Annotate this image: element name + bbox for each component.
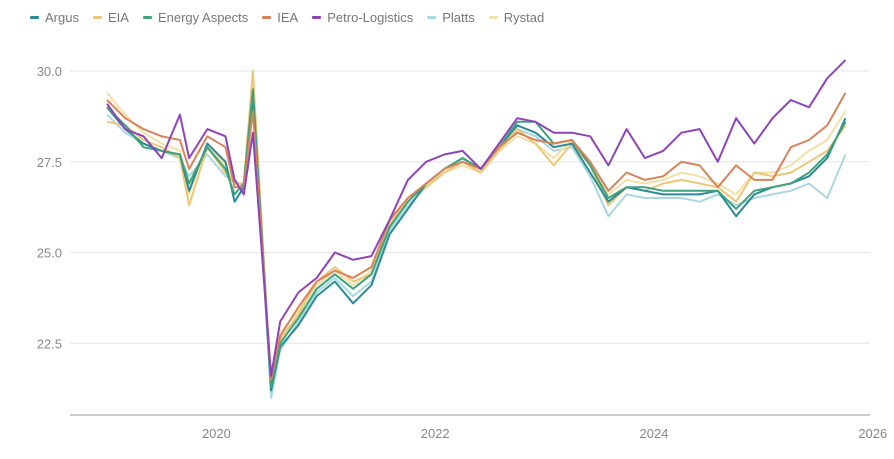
x-tick-label: 2026 <box>858 426 887 441</box>
legend-swatch <box>312 16 322 19</box>
y-tick-label: 22.5 <box>37 336 62 351</box>
legend-swatch <box>488 16 498 19</box>
y-tick-label: 30.0 <box>37 64 62 79</box>
legend-swatch <box>427 16 437 19</box>
legend-label: EIA <box>107 10 129 25</box>
legend-swatch <box>142 16 152 19</box>
legend-swatch <box>262 16 272 19</box>
legend-item[interactable]: Energy Aspects <box>142 10 249 25</box>
series-line-energy-aspects <box>106 88 847 388</box>
legend-item[interactable]: Platts <box>427 10 475 25</box>
legend-item[interactable]: IEA <box>262 10 298 25</box>
legend-item[interactable]: EIA <box>92 10 129 25</box>
legend-item[interactable]: Petro-Logistics <box>312 10 413 25</box>
x-tick-label: 2020 <box>202 426 231 441</box>
series-line-eia <box>106 70 847 388</box>
legend-label: IEA <box>277 10 299 25</box>
legend-swatch <box>92 16 102 19</box>
legend-item[interactable]: Rystad <box>488 10 545 25</box>
legend-label: Rystad <box>503 10 545 25</box>
y-tick-label: 25.0 <box>37 246 62 261</box>
legend-label: Argus <box>45 10 79 25</box>
y-tick-label: 27.5 <box>37 155 62 170</box>
legend-label: Petro-Logistics <box>327 10 414 25</box>
legend-swatch <box>30 16 39 19</box>
legend-label: Energy Aspects <box>157 10 249 25</box>
series-line-iea <box>106 92 847 381</box>
x-tick-label: 2022 <box>421 426 450 441</box>
legend-label: Platts <box>442 10 475 25</box>
x-tick-label: 2024 <box>640 426 669 441</box>
legend-item[interactable]: Argus <box>30 10 79 25</box>
chart-legend: Argus EIA Energy Aspects IEA Petro-Logistics… <box>30 10 544 25</box>
series-line-petro-logistics <box>106 59 847 377</box>
